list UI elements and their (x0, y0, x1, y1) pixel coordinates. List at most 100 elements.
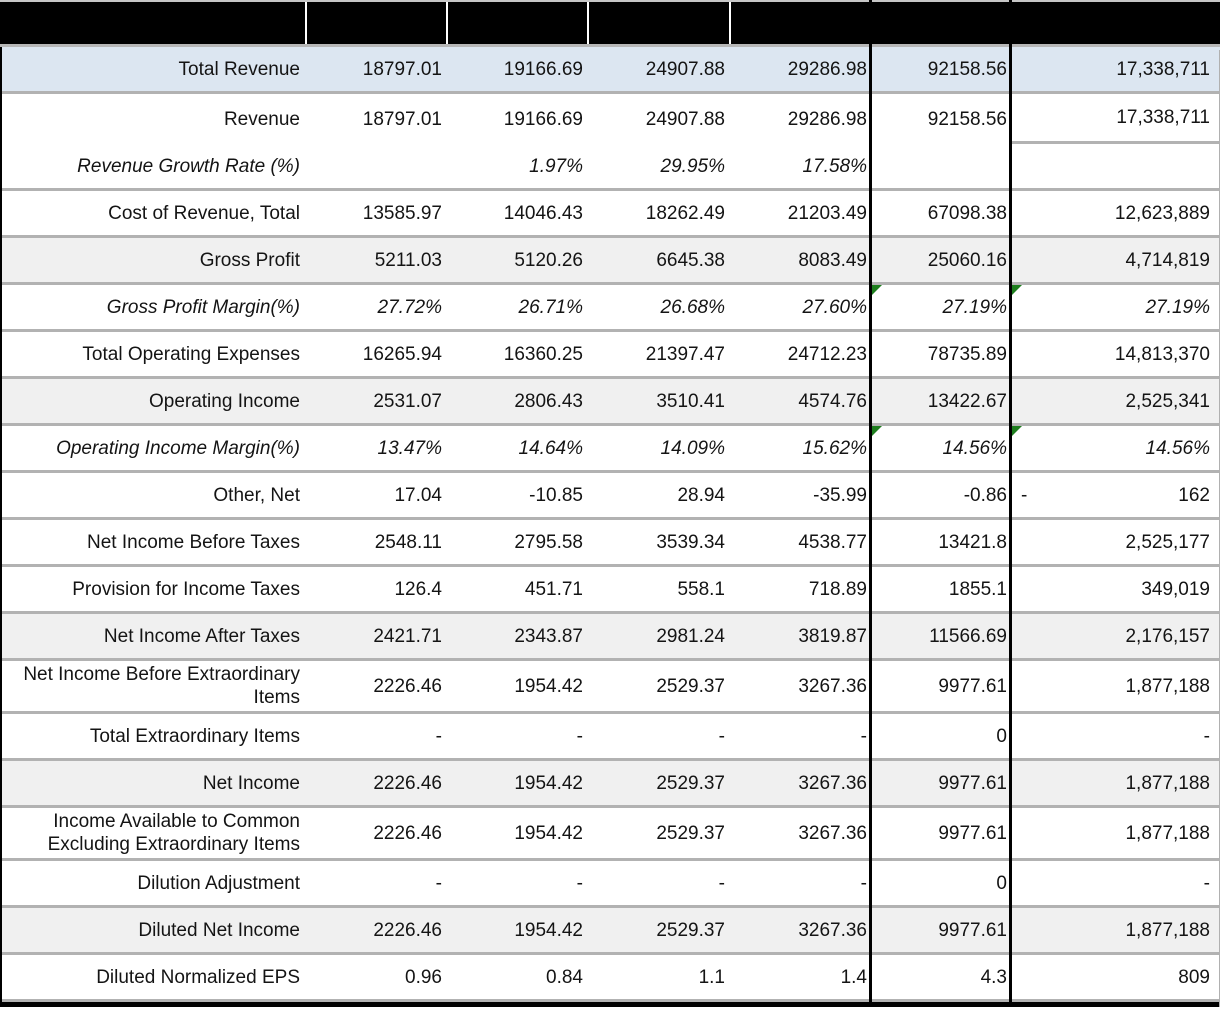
row-label-total-revenue[interactable]: Total Revenue (178, 58, 300, 80)
cell-other-net-c5[interactable]: -0.86 (963, 484, 1007, 506)
cell-dilution-adjustment-c6[interactable]: - (1203, 872, 1210, 894)
cell-total-extraordinary-items-c4[interactable]: - (860, 725, 867, 747)
row-label-operating-income-margin[interactable]: Operating Income Margin(%) (56, 437, 300, 459)
cell-total-operating-expenses-c3[interactable]: 21397.47 (645, 343, 725, 365)
cell-revenue-c1[interactable]: 18797.01 (362, 108, 442, 130)
cell-diluted-net-income-c1[interactable]: 2226.46 (373, 919, 442, 941)
cell-gross-profit-margin-c1[interactable]: 27.72% (377, 296, 442, 318)
cell-other-net-c4[interactable]: -35.99 (813, 484, 867, 506)
cell-provision-for-income-taxes-c4[interactable]: 718.89 (808, 578, 867, 600)
row-label-revenue-growth-rate[interactable]: Revenue Growth Rate (%) (77, 155, 300, 177)
cell-income-available-to-common-excluding-extraordinary-items-c6[interactable]: 1,877,188 (1125, 822, 1210, 844)
cell-net-income-before-extraordinary-items-c6[interactable]: 1,877,188 (1125, 675, 1210, 697)
row-label-dilution-adjustment[interactable]: Dilution Adjustment (137, 872, 300, 894)
cell-income-available-to-common-excluding-extraordinary-items-c1[interactable]: 2226.46 (373, 822, 442, 844)
cell-total-revenue-c3[interactable]: 24907.88 (645, 58, 725, 80)
row-label-total-extraordinary-items[interactable]: Total Extraordinary Items (89, 725, 300, 747)
cell-net-income-c1[interactable]: 2226.46 (373, 772, 442, 794)
cell-net-income-c6[interactable]: 1,877,188 (1125, 772, 1210, 794)
cell-revenue-c6[interactable]: 17,338,711 (1011, 94, 1220, 144)
cell-diluted-net-income-c5[interactable]: 9977.61 (938, 919, 1007, 941)
cell-net-income-before-extraordinary-items-c2[interactable]: 1954.42 (514, 675, 583, 697)
row-label-income-available-to-common-excluding-extraordinary-items[interactable]: Income Available to Common Excluding Ext… (47, 811, 300, 855)
cell-net-income-after-taxes-c5[interactable]: 11566.69 (929, 625, 1007, 647)
cell-total-operating-expenses-c1[interactable]: 16265.94 (362, 343, 442, 365)
cell-total-extraordinary-items-c6[interactable]: - (1203, 725, 1210, 747)
cell-operating-income-c1[interactable]: 2531.07 (373, 390, 442, 412)
cell-net-income-after-taxes-c6[interactable]: 2,176,157 (1125, 625, 1210, 647)
cell-diluted-normalized-eps-c3[interactable]: 1.1 (698, 966, 725, 988)
cell-net-income-before-extraordinary-items-c1[interactable]: 2226.46 (373, 675, 442, 697)
cell-cost-of-revenue-total-c6[interactable]: 12,623,889 (1114, 202, 1210, 224)
cell-cost-of-revenue-total-c5[interactable]: 67098.38 (927, 202, 1007, 224)
cell-gross-profit-c6[interactable]: 4,714,819 (1125, 249, 1210, 271)
cell-net-income-before-taxes-c3[interactable]: 3539.34 (656, 531, 725, 553)
cell-operating-income-c3[interactable]: 3510.41 (656, 390, 725, 412)
row-label-total-operating-expenses[interactable]: Total Operating Expenses (82, 343, 300, 365)
cell-gross-profit-c5[interactable]: 25060.16 (927, 249, 1007, 271)
cell-operating-income-margin-c5[interactable]: 14.56% (871, 426, 1011, 470)
cell-net-income-before-extraordinary-items-c5[interactable]: 9977.61 (938, 675, 1007, 697)
row-label-diluted-normalized-eps[interactable]: Diluted Normalized EPS (96, 966, 300, 988)
cell-net-income-c3[interactable]: 2529.37 (656, 772, 725, 794)
cell-operating-income-margin-c4[interactable]: 15.62% (802, 437, 867, 459)
row-label-revenue[interactable]: Revenue (223, 108, 300, 130)
cell-operating-income-c2[interactable]: 2806.43 (514, 390, 583, 412)
cell-revenue-growth-rate-c6[interactable] (1011, 144, 1220, 188)
cell-provision-for-income-taxes-c3[interactable]: 558.1 (677, 578, 725, 600)
cell-dilution-adjustment-c3[interactable]: - (718, 872, 725, 894)
cell-gross-profit-c3[interactable]: 6645.38 (656, 249, 725, 271)
cell-revenue-c2[interactable]: 19166.69 (503, 108, 583, 130)
cell-gross-profit-c4[interactable]: 8083.49 (798, 249, 867, 271)
cell-total-operating-expenses-c5[interactable]: 78735.89 (927, 343, 1007, 365)
cell-dilution-adjustment-c5[interactable]: 0 (996, 872, 1007, 894)
cell-diluted-net-income-c6[interactable]: 1,877,188 (1125, 919, 1210, 941)
cell-dilution-adjustment-c2[interactable]: - (576, 872, 583, 894)
cell-total-revenue-c4[interactable]: 29286.98 (787, 58, 867, 80)
cell-revenue-growth-rate-c2[interactable]: 1.97% (529, 155, 583, 177)
cell-income-available-to-common-excluding-extraordinary-items-c5[interactable]: 9977.61 (938, 822, 1007, 844)
cell-gross-profit-margin-c3[interactable]: 26.68% (660, 296, 725, 318)
cell-gross-profit-margin-c5[interactable]: 27.19% (871, 285, 1011, 329)
cell-net-income-c2[interactable]: 1954.42 (514, 772, 583, 794)
cell-total-revenue-c1[interactable]: 18797.01 (362, 58, 442, 80)
cell-dilution-adjustment-c4[interactable]: - (860, 872, 867, 894)
cell-operating-income-c6[interactable]: 2,525,341 (1125, 390, 1210, 412)
cell-operating-income-margin-c2[interactable]: 14.64% (518, 437, 583, 459)
cell-net-income-before-extraordinary-items-c3[interactable]: 2529.37 (656, 675, 725, 697)
cell-income-available-to-common-excluding-extraordinary-items-c2[interactable]: 1954.42 (514, 822, 583, 844)
row-label-net-income-before-extraordinary-items[interactable]: Net Income Before Extraordinary Items (23, 664, 300, 708)
cell-operating-income-c5[interactable]: 13422.67 (927, 390, 1007, 412)
cell-income-available-to-common-excluding-extraordinary-items-c4[interactable]: 3267.36 (798, 822, 867, 844)
cell-net-income-after-taxes-c2[interactable]: 2343.87 (514, 625, 583, 647)
cell-cost-of-revenue-total-c3[interactable]: 18262.49 (645, 202, 725, 224)
cell-total-operating-expenses-c2[interactable]: 16360.25 (503, 343, 583, 365)
cell-provision-for-income-taxes-c2[interactable]: 451.71 (524, 578, 583, 600)
cell-other-net-c6[interactable]: - 162 (1011, 473, 1220, 517)
header-cell-period-1[interactable] (305, 0, 446, 44)
cell-gross-profit-c2[interactable]: 5120.26 (514, 249, 583, 271)
cell-revenue-growth-rate-c1[interactable] (305, 144, 446, 188)
cell-total-revenue-c6[interactable]: 17,338,711 (1116, 58, 1210, 80)
cell-net-income-after-taxes-c4[interactable]: 3819.87 (798, 625, 867, 647)
header-cell-annual[interactable] (1011, 0, 1220, 44)
row-label-other-net[interactable]: Other, Net (213, 484, 300, 506)
header-cell-label[interactable] (0, 0, 305, 44)
cell-operating-income-margin-c1[interactable]: 13.47% (377, 437, 442, 459)
cell-net-income-before-extraordinary-items-c4[interactable]: 3267.36 (798, 675, 867, 697)
cell-net-income-c5[interactable]: 9977.61 (938, 772, 1007, 794)
cell-total-extraordinary-items-c3[interactable]: - (718, 725, 725, 747)
cell-net-income-after-taxes-c3[interactable]: 2981.24 (656, 625, 725, 647)
cell-provision-for-income-taxes-c1[interactable]: 126.4 (394, 578, 442, 600)
cell-gross-profit-margin-c6[interactable]: 27.19% (1011, 285, 1220, 329)
cell-cost-of-revenue-total-c1[interactable]: 13585.97 (362, 202, 442, 224)
cell-diluted-normalized-eps-c5[interactable]: 4.3 (980, 966, 1007, 988)
cell-provision-for-income-taxes-c6[interactable]: 349,019 (1141, 578, 1210, 600)
cell-operating-income-margin-c6[interactable]: 14.56% (1011, 426, 1220, 470)
cell-total-extraordinary-items-c2[interactable]: - (576, 725, 583, 747)
cell-operating-income-c4[interactable]: 4574.76 (798, 390, 867, 412)
cell-income-available-to-common-excluding-extraordinary-items-c3[interactable]: 2529.37 (656, 822, 725, 844)
row-label-net-income[interactable]: Net Income (202, 772, 300, 794)
cell-revenue-c3[interactable]: 24907.88 (645, 108, 725, 130)
cell-cost-of-revenue-total-c2[interactable]: 14046.43 (503, 202, 583, 224)
